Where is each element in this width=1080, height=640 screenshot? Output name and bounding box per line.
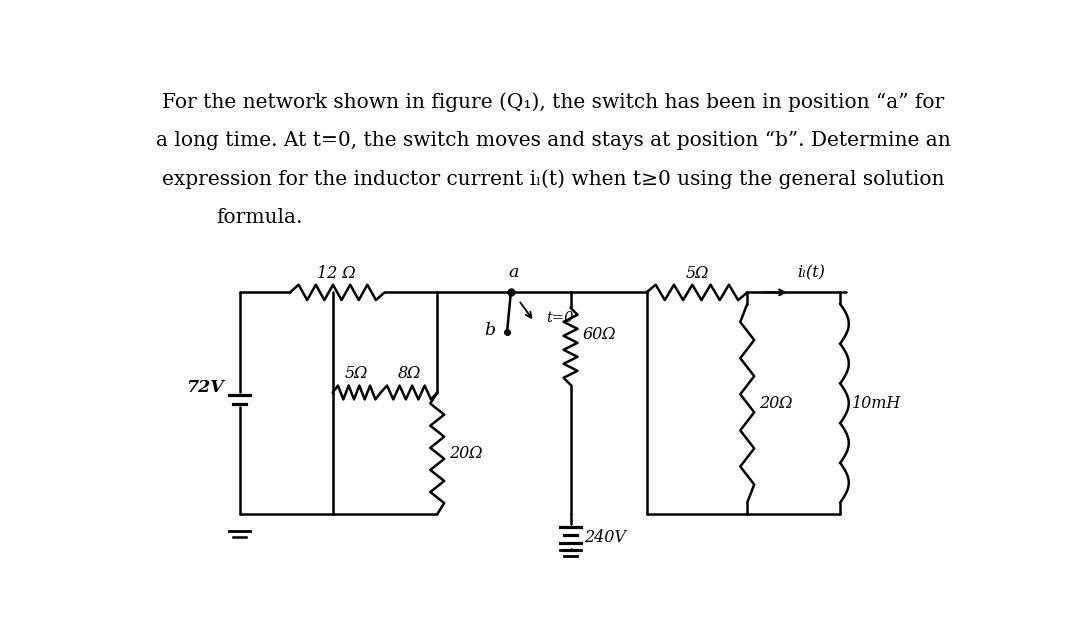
Text: a long time. At t=0, the switch moves and stays at position “b”. Determine an: a long time. At t=0, the switch moves an… <box>157 131 950 150</box>
Text: b: b <box>485 323 496 339</box>
Text: 8Ω: 8Ω <box>397 365 421 383</box>
Text: 5Ω: 5Ω <box>685 264 708 282</box>
Text: 10mH: 10mH <box>852 395 901 412</box>
Text: 12 Ω: 12 Ω <box>318 264 355 282</box>
Text: 5Ω: 5Ω <box>345 365 368 383</box>
Text: 20Ω: 20Ω <box>759 395 793 412</box>
Text: t=0: t=0 <box>545 311 573 325</box>
Text: a: a <box>509 264 519 281</box>
Text: expression for the inductor current iₗ(t) when t≥0 using the general solution: expression for the inductor current iₗ(t… <box>162 169 945 189</box>
Text: 240V: 240V <box>584 529 626 546</box>
Text: 20Ω: 20Ω <box>449 445 483 462</box>
Text: formula.: formula. <box>216 208 302 227</box>
Text: 72V: 72V <box>187 380 225 396</box>
Text: iₗ(t): iₗ(t) <box>798 264 825 282</box>
Text: 60Ω: 60Ω <box>582 326 616 343</box>
Text: For the network shown in figure (Q₁), the switch has been in position “a” for: For the network shown in figure (Q₁), th… <box>162 92 945 112</box>
